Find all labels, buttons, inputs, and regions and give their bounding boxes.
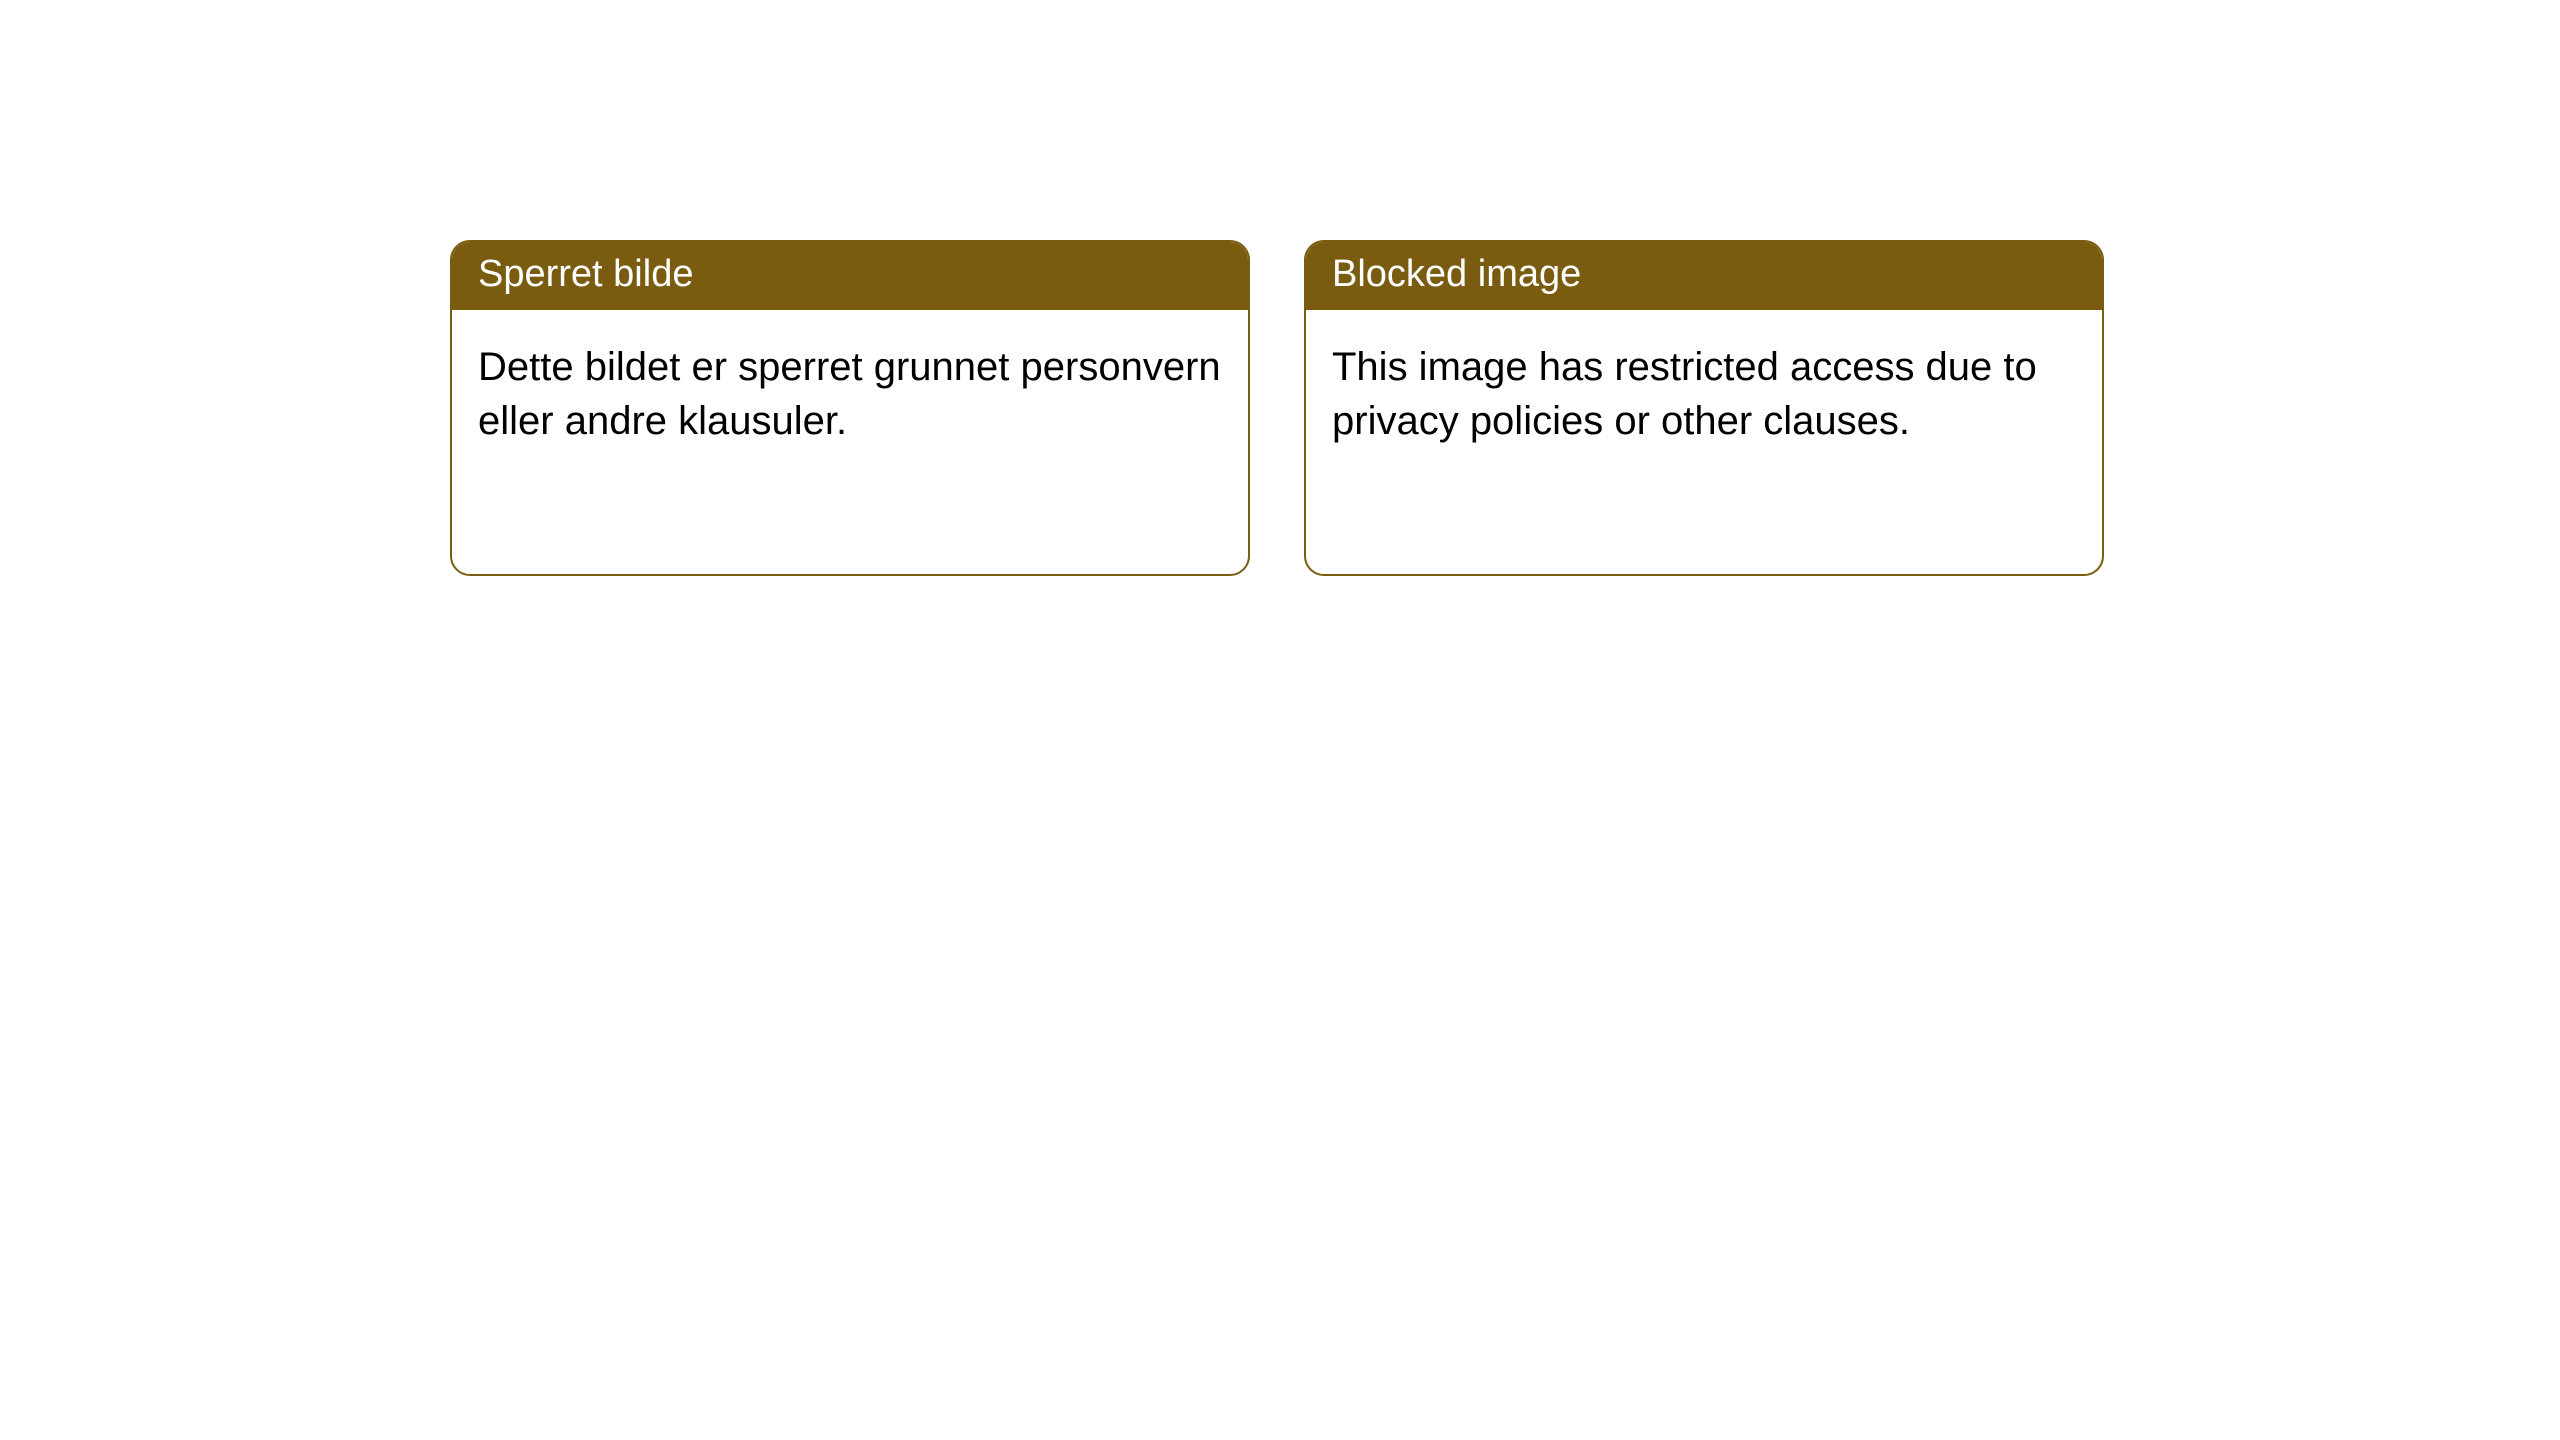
notice-card-norwegian: Sperret bilde Dette bildet er sperret gr… — [450, 240, 1250, 576]
notice-card-title: Blocked image — [1306, 242, 2102, 310]
notice-cards-row: Sperret bilde Dette bildet er sperret gr… — [0, 0, 2560, 576]
notice-card-body: This image has restricted access due to … — [1306, 310, 2102, 478]
notice-card-body: Dette bildet er sperret grunnet personve… — [452, 310, 1248, 478]
notice-card-title: Sperret bilde — [452, 242, 1248, 310]
notice-card-english: Blocked image This image has restricted … — [1304, 240, 2104, 576]
